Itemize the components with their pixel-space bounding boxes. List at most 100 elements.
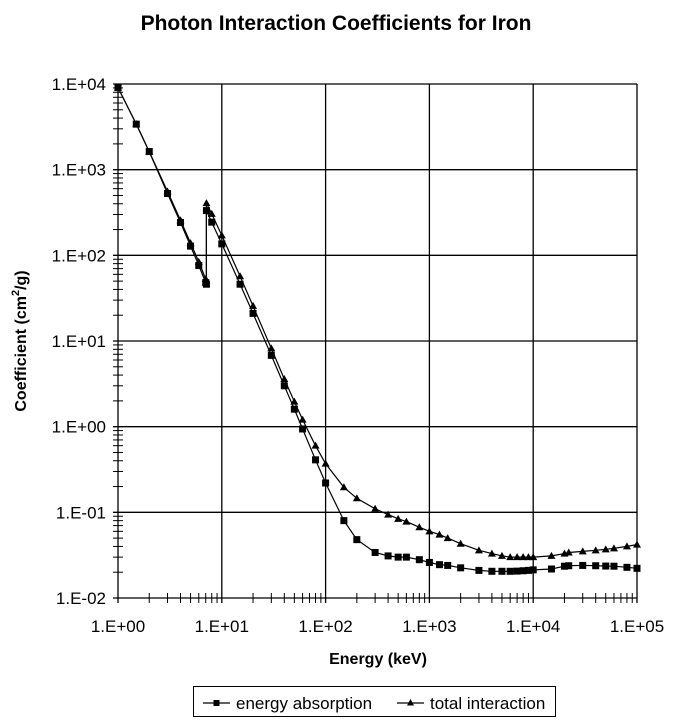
- x-tick-label: 1.E+04: [506, 617, 560, 636]
- triangle-marker-icon: [487, 549, 496, 557]
- triangle-marker-icon: [145, 147, 154, 155]
- x-axis-tick-labels: 1.E+00 1.E+01 1.E+02 1.E+03 1.E+04 1.E+05: [91, 617, 664, 636]
- x-axis-label: Energy (keV): [329, 651, 427, 668]
- square-marker-icon: [312, 456, 320, 464]
- triangle-marker-icon: [456, 539, 465, 547]
- triangle-marker-icon: [339, 483, 348, 491]
- triangle-marker-icon: [529, 553, 538, 561]
- square-marker-icon: [513, 567, 521, 575]
- square-marker-icon: [340, 517, 348, 525]
- triangle-marker-icon: [249, 301, 258, 309]
- square-marker-icon: [384, 552, 392, 560]
- series-energy-absorption: [114, 84, 641, 575]
- square-marker-icon: [236, 280, 244, 288]
- triangle-marker-icon: [132, 120, 141, 128]
- square-marker-icon: [565, 562, 573, 570]
- triangle-marker-icon: [371, 504, 380, 512]
- square-marker-icon: [529, 566, 537, 574]
- y-tick-label: 1.E+02: [52, 246, 106, 265]
- triangle-marker-icon: [435, 530, 444, 538]
- triangle-marker-icon: [547, 551, 556, 559]
- triangle-marker-icon: [298, 415, 307, 423]
- triangle-marker-icon: [176, 216, 185, 224]
- y-axis-label: Coefficient (cm2/g): [10, 270, 30, 411]
- legend-label: total interaction: [430, 694, 545, 713]
- triangle-marker-icon: [311, 441, 320, 449]
- triangle-marker-icon: [407, 699, 414, 706]
- square-marker-icon: [592, 562, 600, 570]
- series-total-interaction: [114, 83, 641, 561]
- square-marker-icon: [280, 382, 288, 390]
- square-marker-icon: [457, 564, 465, 572]
- square-marker-icon: [444, 561, 452, 569]
- triangle-marker-icon: [202, 199, 211, 207]
- triangle-marker-icon: [114, 83, 122, 91]
- square-marker-icon: [610, 562, 618, 570]
- x-tick-label: 1.E+02: [298, 617, 352, 636]
- triangle-marker-icon: [622, 542, 631, 550]
- legend-box: [193, 686, 556, 717]
- triangle-marker-icon: [384, 510, 393, 518]
- y-tick-label: 1.E+04: [52, 75, 106, 94]
- square-marker-icon: [524, 566, 532, 574]
- square-marker-icon: [435, 561, 443, 569]
- triangle-marker-icon: [633, 540, 641, 548]
- square-marker-icon: [579, 561, 587, 569]
- legend-item-total-interaction: total interaction: [397, 694, 545, 713]
- square-marker-icon: [560, 562, 568, 570]
- x-tick-label: 1.E+01: [195, 617, 249, 636]
- square-marker-icon: [394, 553, 402, 561]
- plot-series: [114, 83, 641, 575]
- triangle-marker-icon: [578, 547, 587, 555]
- legend: energy absorption total interaction: [193, 686, 556, 717]
- y-tick-label: 1.E+01: [52, 332, 106, 351]
- triangle-marker-icon: [280, 375, 289, 383]
- triangle-marker-icon: [415, 523, 424, 531]
- triangle-marker-icon: [601, 545, 610, 553]
- square-marker-icon: [290, 405, 298, 413]
- square-marker-icon: [213, 700, 220, 706]
- y-tick-label: 1.E+03: [52, 161, 106, 180]
- triangle-marker-icon: [443, 534, 452, 542]
- x-tick-label: 1.E+05: [610, 617, 664, 636]
- triangle-marker-icon: [163, 187, 172, 195]
- square-marker-icon: [299, 425, 307, 433]
- triangle-marker-icon: [609, 544, 618, 552]
- legend-item-energy-absorption: energy absorption: [203, 694, 372, 713]
- square-marker-icon: [602, 562, 610, 570]
- triangle-marker-icon: [236, 272, 245, 280]
- triangle-marker-icon: [186, 239, 195, 247]
- triangle-marker-icon: [519, 553, 528, 561]
- square-marker-icon: [322, 479, 330, 487]
- legend-label: energy absorption: [236, 694, 372, 713]
- square-marker-icon: [488, 567, 496, 575]
- square-marker-icon: [249, 309, 257, 317]
- y-axis-tick-labels: 1.E+04 1.E+03 1.E+02 1.E+01 1.E+00 1.E-01 1.E-…: [52, 75, 106, 608]
- triangle-marker-icon: [497, 551, 506, 559]
- square-marker-icon: [267, 351, 275, 359]
- x-tick-label: 1.E+03: [402, 617, 456, 636]
- square-marker-icon: [425, 558, 433, 566]
- square-marker-icon: [633, 564, 641, 572]
- triangle-marker-icon: [402, 517, 411, 525]
- square-marker-icon: [202, 280, 210, 288]
- square-marker-icon: [519, 567, 527, 575]
- square-marker-icon: [506, 567, 514, 575]
- triangle-marker-icon: [513, 553, 522, 561]
- square-marker-icon: [195, 262, 203, 270]
- triangle-marker-icon: [591, 546, 600, 554]
- triangle-marker-icon: [474, 546, 483, 554]
- minor-ticks: [113, 87, 633, 603]
- square-marker-icon: [498, 567, 506, 575]
- triangle-marker-icon: [267, 344, 276, 352]
- square-marker-icon: [415, 556, 423, 564]
- square-marker-icon: [623, 563, 631, 571]
- triangle-marker-icon: [394, 514, 403, 522]
- triangle-marker-icon: [217, 231, 226, 239]
- chart-title: Photon Interaction Coefficients for Iron: [141, 12, 532, 35]
- triangle-marker-icon: [506, 553, 515, 561]
- triangle-marker-icon: [202, 276, 211, 284]
- x-tick-label: 1.E+00: [91, 617, 145, 636]
- square-marker-icon: [353, 536, 361, 544]
